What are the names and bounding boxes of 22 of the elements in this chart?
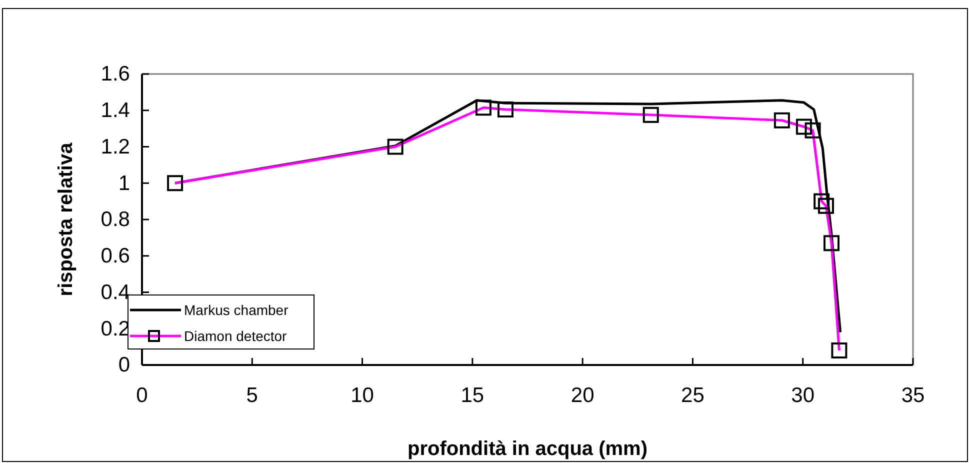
- x-tick-label: 10: [350, 384, 374, 407]
- legend-label: Diamon detector: [184, 328, 288, 344]
- y-tick-label: 0.8: [100, 208, 130, 232]
- x-tick-label: 35: [901, 384, 925, 407]
- x-tick-label: 0: [136, 384, 148, 407]
- y-tick-label: 1.2: [100, 135, 130, 158]
- point: [387, 138, 404, 155]
- x-tick-label: 30: [791, 384, 815, 407]
- y-axis-title: risposta relativa: [55, 142, 77, 296]
- x-tick-label: 15: [460, 384, 484, 407]
- x-tick-label: 25: [681, 384, 704, 407]
- y-tick-label: 0.6: [100, 244, 130, 268]
- legend-label: Markus chamber: [184, 302, 289, 318]
- x-axis-title: profondità in acqua (mm): [408, 438, 648, 460]
- y-tick-label: 0.4: [100, 280, 130, 304]
- y-tick-label: 1.4: [100, 99, 130, 122]
- x-tick-label: 20: [570, 384, 594, 407]
- y-tick-label: 1.6: [100, 62, 130, 86]
- y-tick-label: 1: [118, 172, 130, 195]
- point: [167, 175, 184, 192]
- y-tick-label: 0: [118, 354, 130, 377]
- x-tick-label: 5: [246, 384, 258, 407]
